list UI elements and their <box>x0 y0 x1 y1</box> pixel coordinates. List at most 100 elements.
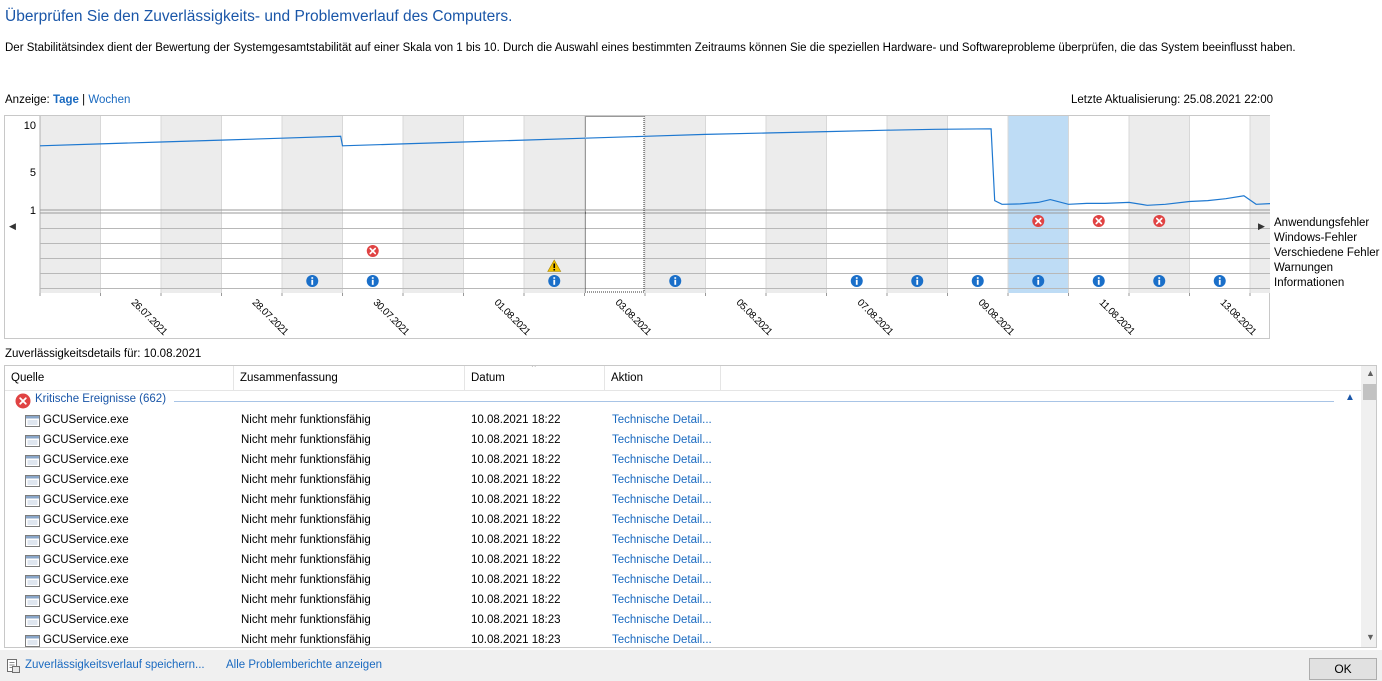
row-source: GCUService.exe <box>43 614 129 626</box>
information-icon[interactable] <box>971 275 984 287</box>
category-label-information: Informationen <box>1274 277 1345 289</box>
row-technical-details-link[interactable]: Technische Detail... <box>612 534 712 546</box>
reliability-chart: 10 5 1 26.07.2021 28.07.2021 30.07.2021 01.08.… <box>24 116 1270 338</box>
day-column[interactable] <box>766 116 827 293</box>
day-column[interactable] <box>40 116 101 293</box>
row-technical-details-link[interactable]: Technische Detail... <box>612 574 712 586</box>
table-row[interactable]: GCUService.exe Nicht mehr funktionsfähig 1… <box>5 531 1361 551</box>
x-tick-label: 07.08.2021 <box>855 297 896 338</box>
row-summary: Nicht mehr funktionsfähig <box>241 634 371 646</box>
row-technical-details-link[interactable]: Technische Detail... <box>612 434 712 446</box>
application-icon <box>25 515 40 527</box>
application-icon <box>25 595 40 607</box>
day-column[interactable] <box>342 116 404 293</box>
x-tick-label: 11.08.2021 <box>1097 297 1137 337</box>
error-icon[interactable] <box>1032 215 1045 227</box>
table-row[interactable]: GCUService.exe Nicht mehr funktionsfähig 1… <box>5 471 1361 491</box>
row-technical-details-link[interactable]: Technische Detail... <box>612 614 712 626</box>
application-icon <box>25 495 40 507</box>
day-column[interactable] <box>645 116 706 293</box>
day-column[interactable] <box>161 116 222 293</box>
information-icon[interactable] <box>1153 275 1166 287</box>
view-days-link[interactable]: Tage <box>52 94 79 106</box>
column-header-source[interactable]: Quelle <box>5 366 234 390</box>
view-label: Anzeige: <box>5 94 50 106</box>
row-summary: Nicht mehr funktionsfähig <box>241 554 371 566</box>
scroll-down-icon[interactable]: ▼ <box>1366 632 1375 642</box>
day-column[interactable] <box>705 116 767 293</box>
table-row[interactable]: GCUService.exe Nicht mehr funktionsfähig 1… <box>5 591 1361 611</box>
ok-button[interactable]: OK <box>1309 658 1377 680</box>
row-summary: Nicht mehr funktionsfähig <box>241 594 371 606</box>
row-date: 10.08.2021 18:22 <box>471 494 561 506</box>
row-technical-details-link[interactable]: Technische Detail... <box>612 554 712 566</box>
table-row[interactable]: GCUService.exe Nicht mehr funktionsfähig 1… <box>5 571 1361 591</box>
row-technical-details-link[interactable]: Technische Detail... <box>612 454 712 466</box>
save-history-link[interactable]: Zuverlässigkeitsverlauf speichern... <box>25 659 205 671</box>
row-technical-details-link[interactable]: Technische Detail... <box>612 474 712 486</box>
day-column[interactable] <box>826 116 888 293</box>
x-tick-label: 03.08.2021 <box>613 297 654 338</box>
information-icon[interactable] <box>1213 275 1226 287</box>
row-technical-details-link[interactable]: Technische Detail... <box>612 514 712 526</box>
table-row[interactable]: GCUService.exe Nicht mehr funktionsfähig 1… <box>5 411 1361 431</box>
day-column[interactable] <box>403 116 464 293</box>
column-header-date[interactable]: Datum <box>465 366 605 390</box>
information-icon[interactable] <box>1032 275 1045 287</box>
day-column[interactable] <box>282 116 343 293</box>
information-icon[interactable] <box>366 275 379 287</box>
application-icon <box>25 415 40 427</box>
error-icon[interactable] <box>366 245 379 257</box>
information-icon[interactable] <box>548 275 561 287</box>
column-header-summary[interactable]: Zusammenfassung <box>234 366 465 390</box>
information-icon[interactable] <box>306 275 319 287</box>
application-icon <box>25 535 40 547</box>
group-critical-events[interactable]: Kritische Ereignisse (662) ▲ <box>13 392 1355 410</box>
scrollbar-thumb[interactable] <box>1363 384 1376 400</box>
warning-icon[interactable] <box>547 259 562 272</box>
day-column[interactable] <box>100 116 162 293</box>
view-problem-reports-link[interactable]: Alle Problemberichte anzeigen <box>226 659 382 671</box>
day-column[interactable] <box>887 116 948 293</box>
error-icon[interactable] <box>1153 215 1166 227</box>
information-icon[interactable] <box>911 275 924 287</box>
table-row[interactable]: GCUService.exe Nicht mehr funktionsfähig 1… <box>5 511 1361 531</box>
chart-scroll-right-icon[interactable]: ▶ <box>1258 221 1265 231</box>
information-icon[interactable] <box>850 275 863 287</box>
row-technical-details-link[interactable]: Technische Detail... <box>612 494 712 506</box>
scroll-up-icon[interactable]: ▲ <box>1366 368 1375 378</box>
day-column[interactable] <box>1068 116 1130 293</box>
row-source: GCUService.exe <box>43 534 129 546</box>
error-icon[interactable] <box>1092 215 1105 227</box>
focus-rectangle <box>585 116 645 293</box>
table-row[interactable]: GCUService.exe Nicht mehr funktionsfähig 1… <box>5 431 1361 451</box>
chart-scroll-left-icon[interactable]: ◀ <box>9 221 16 231</box>
row-date: 10.08.2021 18:22 <box>471 474 561 486</box>
table-row[interactable]: GCUService.exe Nicht mehr funktionsfähig 1… <box>5 491 1361 511</box>
day-column[interactable] <box>584 116 646 293</box>
row-technical-details-link[interactable]: Technische Detail... <box>612 594 712 606</box>
vertical-scrollbar[interactable] <box>1361 366 1376 647</box>
information-icon[interactable] <box>1092 275 1105 287</box>
table-row[interactable]: GCUService.exe Nicht mehr funktionsfähig 1… <box>5 611 1361 631</box>
row-source: GCUService.exe <box>43 474 129 486</box>
day-column[interactable] <box>221 116 283 293</box>
view-weeks-link[interactable]: Wochen <box>88 94 131 106</box>
column-header-action[interactable]: Aktion <box>605 366 721 390</box>
row-source: GCUService.exe <box>43 454 129 466</box>
day-column[interactable] <box>1189 116 1251 293</box>
table-row[interactable]: GCUService.exe Nicht mehr funktionsfähig 1… <box>5 631 1361 647</box>
save-document-icon[interactable] <box>6 659 20 673</box>
table-row[interactable]: GCUService.exe Nicht mehr funktionsfähig 1… <box>5 451 1361 471</box>
x-tick-label: 09.08.2021 <box>976 297 1017 338</box>
collapse-group-icon[interactable]: ▲ <box>1345 392 1355 403</box>
view-selector: Anzeige: Tage | Wochen <box>5 94 130 106</box>
row-technical-details-link[interactable]: Technische Detail... <box>612 634 712 646</box>
day-column[interactable] <box>947 116 1009 293</box>
day-column[interactable] <box>463 116 525 293</box>
table-row[interactable]: GCUService.exe Nicht mehr funktionsfähig 1… <box>5 551 1361 571</box>
information-icon[interactable] <box>669 275 682 287</box>
row-technical-details-link[interactable]: Technische Detail... <box>612 414 712 426</box>
row-source: GCUService.exe <box>43 554 129 566</box>
category-label-warnings: Warnungen <box>1274 262 1334 274</box>
